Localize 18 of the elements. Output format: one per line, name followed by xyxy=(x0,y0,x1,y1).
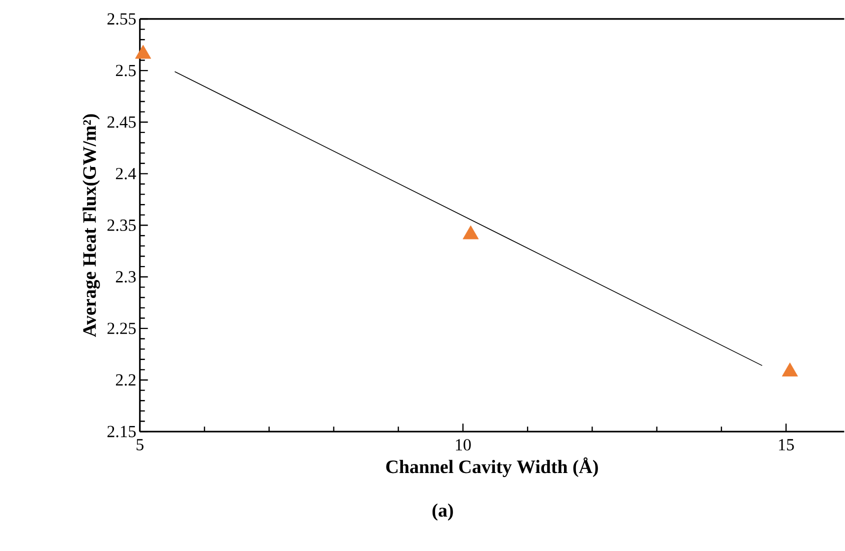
y-tick-label: 2.15 xyxy=(107,426,136,438)
point xyxy=(462,225,479,240)
y-tick-label: 2.2 xyxy=(116,374,136,386)
y-tick-label: 2.4 xyxy=(116,168,136,180)
point xyxy=(782,362,798,376)
y-tick-label: 2.35 xyxy=(107,219,136,231)
y-axis-title: Average Heat Flux(GW/m²) xyxy=(82,114,100,337)
y-tick-label: 2.5 xyxy=(116,64,136,76)
y-tick-label: 2.3 xyxy=(116,270,136,282)
x-tick-label: 5 xyxy=(136,438,144,450)
x-tick-label: 10 xyxy=(456,438,471,450)
y-tick-label: 2.55 xyxy=(107,13,136,24)
y-tick-label: 2.45 xyxy=(107,116,136,128)
point xyxy=(135,44,152,59)
x-tick-label: 15 xyxy=(779,438,794,450)
y-tick-label: 2.25 xyxy=(107,322,136,334)
x-axis-title: Channel Cavity Width (Å) xyxy=(386,457,598,477)
text: (a) xyxy=(432,503,453,520)
